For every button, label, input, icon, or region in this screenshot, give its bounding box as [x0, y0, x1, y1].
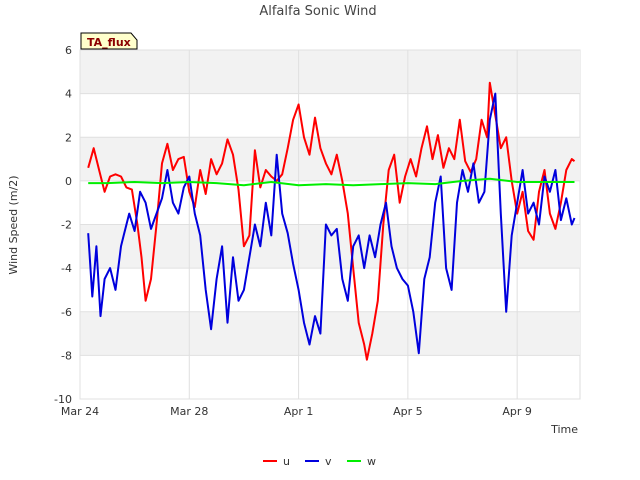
- x-tick-label: Apr 1: [284, 405, 314, 418]
- y-axis-ticks: 6 4 2 0 -2 -4 -6 -8 -10: [54, 44, 72, 406]
- plot-band: [80, 50, 580, 94]
- x-axis-label: Time: [550, 423, 578, 436]
- plot-band: [80, 311, 580, 356]
- y-tick-label: -10: [54, 393, 72, 406]
- x-tick-label: Apr 9: [502, 405, 532, 418]
- y-tick-label: -6: [61, 306, 72, 319]
- y-tick-label: 4: [65, 88, 72, 101]
- x-tick-label: Mar 24: [61, 405, 99, 418]
- y-tick-label: 0: [65, 175, 72, 188]
- series-line-v: [87, 92, 576, 355]
- series-line-w: [88, 177, 575, 187]
- legend-label-w: w: [367, 455, 376, 468]
- series-lines: [87, 81, 576, 361]
- y-tick-label: -8: [61, 349, 72, 362]
- badge-box: [80, 32, 138, 50]
- chart-title: Alfalfa Sonic Wind: [259, 4, 376, 19]
- y-tick-label: 6: [65, 44, 72, 57]
- legend-label-u: u: [283, 455, 290, 468]
- x-tick-label: Mar 28: [170, 405, 208, 418]
- y-tick-label: -2: [61, 219, 72, 232]
- grid-lines: [79, 49, 580, 400]
- x-tick-label: Apr 5: [393, 405, 423, 418]
- y-axis-label: Wind Speed (m/2): [7, 175, 20, 274]
- badge-label: TA_flux: [87, 36, 131, 49]
- x-axis-ticks: Mar 24 Mar 28 Apr 1 Apr 5 Apr 9: [61, 405, 532, 418]
- series-line-u: [87, 81, 576, 361]
- legend: u v w: [263, 455, 376, 468]
- y-tick-label: -4: [61, 262, 72, 275]
- y-tick-label: 2: [65, 131, 72, 144]
- badge: TA_flux: [80, 32, 138, 50]
- legend-label-v: v: [325, 455, 332, 468]
- plot-band: [80, 137, 580, 181]
